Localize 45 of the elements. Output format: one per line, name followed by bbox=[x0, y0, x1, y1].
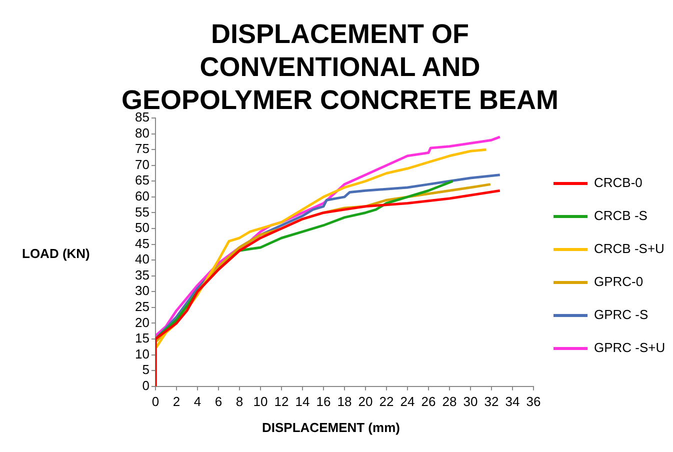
x-tick-label: 22 bbox=[379, 394, 394, 409]
legend-label: GPRC -S+U bbox=[594, 340, 666, 356]
x-tick-label: 36 bbox=[526, 394, 541, 409]
y-tick-label: 10 bbox=[134, 346, 150, 362]
y-tick-label: 5 bbox=[142, 362, 150, 378]
legend-label: GPRC -S bbox=[594, 307, 648, 322]
x-tick-label: 18 bbox=[337, 394, 352, 409]
y-tick-label: 85 bbox=[134, 110, 150, 125]
x-tick-label: 26 bbox=[421, 394, 436, 409]
legend-label: CRCB-0 bbox=[594, 175, 642, 190]
y-tick-label: 70 bbox=[134, 156, 150, 172]
x-tick-label: 14 bbox=[295, 394, 310, 409]
y-tick-label: 80 bbox=[134, 125, 150, 140]
y-tick-label: 45 bbox=[134, 236, 150, 251]
y-tick-label: 30 bbox=[134, 283, 150, 298]
y-tick-label: 55 bbox=[134, 204, 150, 220]
x-tick-label: 16 bbox=[316, 394, 331, 409]
x-tick-label: 28 bbox=[442, 394, 457, 409]
x-tick-label: 10 bbox=[253, 394, 268, 409]
x-tick-label: 24 bbox=[400, 394, 415, 409]
x-tick-label: 12 bbox=[274, 394, 289, 409]
y-tick-label: 65 bbox=[134, 172, 150, 188]
x-tick-label: 2 bbox=[172, 394, 180, 409]
x-axis-title: DISPLACEMENT (mm) bbox=[261, 420, 401, 435]
y-axis-title: LOAD (KN) bbox=[22, 246, 90, 261]
x-tick-label: 8 bbox=[236, 394, 244, 409]
y-tick-label: 40 bbox=[134, 252, 150, 267]
y-tick-label: 75 bbox=[134, 141, 150, 156]
x-tick-label: 0 bbox=[152, 394, 160, 409]
y-tick-label: 35 bbox=[134, 267, 150, 282]
y-tick-label: 60 bbox=[134, 188, 150, 204]
x-tick-label: 6 bbox=[214, 394, 222, 409]
x-tick-label: 32 bbox=[484, 394, 499, 409]
x-tick-label: 34 bbox=[505, 394, 520, 409]
x-tick-label: 4 bbox=[194, 394, 202, 409]
x-tick-label: 30 bbox=[463, 394, 478, 409]
y-tick-label: 0 bbox=[142, 378, 150, 393]
y-tick-label: 25 bbox=[134, 299, 150, 314]
y-tick-label: 50 bbox=[134, 220, 150, 236]
legend-label: CRCB -S+U bbox=[594, 241, 664, 256]
y-tick-label: 15 bbox=[134, 330, 150, 346]
x-tick-label: 20 bbox=[358, 394, 373, 409]
y-tick-label: 20 bbox=[134, 314, 150, 330]
legend-label: CRCB -S bbox=[594, 208, 648, 224]
legend-label: GPRC-0 bbox=[594, 274, 644, 290]
